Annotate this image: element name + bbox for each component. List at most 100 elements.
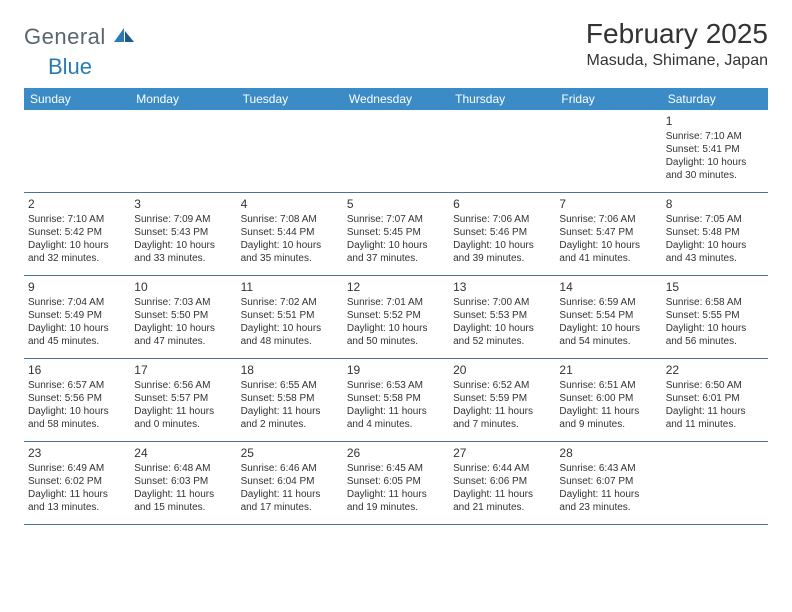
day-number: 16	[28, 363, 126, 377]
day-number: 8	[666, 197, 764, 211]
day-number: 24	[134, 446, 232, 460]
day-header-cell: Friday	[555, 88, 661, 110]
daylight-text: Daylight: 10 hours and 45 minutes.	[28, 322, 126, 348]
sunset-text: Sunset: 5:45 PM	[347, 226, 445, 239]
daylight-text: Daylight: 11 hours and 19 minutes.	[347, 488, 445, 514]
day-cell: 22 Sunrise: 6:50 AMSunset: 6:01 PMDayligh…	[662, 359, 768, 441]
day-header-cell: Sunday	[24, 88, 130, 110]
day-cell: 19Sunrise: 6:53 AMSunset: 5:58 PMDayligh…	[343, 359, 449, 441]
sunset-text: Sunset: 6:00 PM	[559, 392, 657, 405]
daylight-text: Daylight: 10 hours and 56 minutes.	[666, 322, 764, 348]
day-header-cell: Monday	[130, 88, 236, 110]
sunrise-text: Sunrise: 6:46 AM	[241, 462, 339, 475]
sunrise-text: Sunrise: 7:01 AM	[347, 296, 445, 309]
sunrise-text: Sunrise: 6:45 AM	[347, 462, 445, 475]
day-cell	[24, 110, 130, 192]
day-number: 12	[347, 280, 445, 294]
sunrise-text: Sunrise: 6:56 AM	[134, 379, 232, 392]
daylight-text: Daylight: 10 hours and 37 minutes.	[347, 239, 445, 265]
day-cell: 4Sunrise: 7:08 AMSunset: 5:44 PMDaylight…	[237, 193, 343, 275]
sunrise-text: Sunrise: 7:06 AM	[453, 213, 551, 226]
sunrise-text: Sunrise: 7:05 AM	[666, 213, 764, 226]
sunset-text: Sunset: 6:07 PM	[559, 475, 657, 488]
day-number: 18	[241, 363, 339, 377]
day-number: 11	[241, 280, 339, 294]
day-cell: 26Sunrise: 6:45 AMSunset: 6:05 PMDayligh…	[343, 442, 449, 524]
sunset-text: Sunset: 6:06 PM	[453, 475, 551, 488]
sunrise-text: Sunrise: 7:00 AM	[453, 296, 551, 309]
sunrise-text: Sunrise: 6:44 AM	[453, 462, 551, 475]
day-cell: 5Sunrise: 7:07 AMSunset: 5:45 PMDaylight…	[343, 193, 449, 275]
day-number: 7	[559, 197, 657, 211]
logo-word-2: Blue	[48, 54, 92, 80]
day-cell: 14Sunrise: 6:59 AMSunset: 5:54 PMDayligh…	[555, 276, 661, 358]
day-number: 22	[666, 363, 764, 377]
sunrise-text: Sunrise: 7:07 AM	[347, 213, 445, 226]
sail-icon	[112, 26, 136, 49]
sunrise-text: Sunrise: 6:58 AM	[666, 296, 764, 309]
daylight-text: Daylight: 10 hours and 41 minutes.	[559, 239, 657, 265]
day-number: 14	[559, 280, 657, 294]
daylight-text: Daylight: 11 hours and 11 minutes.	[666, 405, 764, 431]
location: Masuda, Shimane, Japan	[586, 52, 768, 70]
day-cell: 2Sunrise: 7:10 AMSunset: 5:42 PMDaylight…	[24, 193, 130, 275]
sunset-text: Sunset: 5:48 PM	[666, 226, 764, 239]
day-cell: 20Sunrise: 6:52 AMSunset: 5:59 PMDayligh…	[449, 359, 555, 441]
day-number: 25	[241, 446, 339, 460]
day-cell: 17Sunrise: 6:56 AMSunset: 5:57 PMDayligh…	[130, 359, 236, 441]
sunset-text: Sunset: 6:04 PM	[241, 475, 339, 488]
month-title: February 2025	[586, 18, 768, 50]
daylight-text: Daylight: 10 hours and 47 minutes.	[134, 322, 232, 348]
logo-word-1: General	[24, 24, 106, 50]
day-cell: 9 Sunrise: 7:04 AMSunset: 5:49 PMDaylight…	[24, 276, 130, 358]
day-cell: 23Sunrise: 6:49 AMSunset: 6:02 PMDayligh…	[24, 442, 130, 524]
day-cell	[555, 110, 661, 192]
day-cell: 7Sunrise: 7:06 AMSunset: 5:47 PMDaylight…	[555, 193, 661, 275]
day-number: 6	[453, 197, 551, 211]
day-number: 9	[28, 280, 126, 294]
day-number: 23	[28, 446, 126, 460]
sunset-text: Sunset: 5:54 PM	[559, 309, 657, 322]
daylight-text: Daylight: 11 hours and 17 minutes.	[241, 488, 339, 514]
day-cell: 11Sunrise: 7:02 AMSunset: 5:51 PMDayligh…	[237, 276, 343, 358]
calendar: SundayMondayTuesdayWednesdayThursdayFrid…	[24, 88, 768, 525]
logo: General	[24, 24, 138, 50]
day-cell: 27Sunrise: 6:44 AMSunset: 6:06 PMDayligh…	[449, 442, 555, 524]
sunrise-text: Sunrise: 7:09 AM	[134, 213, 232, 226]
calendar-page: General February 2025 Masuda, Shimane, J…	[0, 0, 792, 543]
sunrise-text: Sunrise: 6:53 AM	[347, 379, 445, 392]
daylight-text: Daylight: 11 hours and 21 minutes.	[453, 488, 551, 514]
day-header-cell: Saturday	[662, 88, 768, 110]
sunrise-text: Sunrise: 7:02 AM	[241, 296, 339, 309]
sunrise-text: Sunrise: 6:50 AM	[666, 379, 764, 392]
sunrise-text: Sunrise: 6:55 AM	[241, 379, 339, 392]
daylight-text: Daylight: 11 hours and 13 minutes.	[28, 488, 126, 514]
sunset-text: Sunset: 5:57 PM	[134, 392, 232, 405]
day-cell: 1Sunrise: 7:10 AMSunset: 5:41 PMDaylight…	[662, 110, 768, 192]
daylight-text: Daylight: 10 hours and 52 minutes.	[453, 322, 551, 348]
sunset-text: Sunset: 6:05 PM	[347, 475, 445, 488]
day-number: 10	[134, 280, 232, 294]
sunrise-text: Sunrise: 6:59 AM	[559, 296, 657, 309]
sunrise-text: Sunrise: 7:10 AM	[666, 130, 764, 143]
day-number: 3	[134, 197, 232, 211]
sunrise-text: Sunrise: 7:10 AM	[28, 213, 126, 226]
sunset-text: Sunset: 5:50 PM	[134, 309, 232, 322]
sunset-text: Sunset: 6:01 PM	[666, 392, 764, 405]
day-number: 15	[666, 280, 764, 294]
daylight-text: Daylight: 11 hours and 0 minutes.	[134, 405, 232, 431]
day-cell: 10Sunrise: 7:03 AMSunset: 5:50 PMDayligh…	[130, 276, 236, 358]
sunset-text: Sunset: 5:49 PM	[28, 309, 126, 322]
day-number: 4	[241, 197, 339, 211]
sunset-text: Sunset: 5:46 PM	[453, 226, 551, 239]
day-cell	[343, 110, 449, 192]
daylight-text: Daylight: 11 hours and 4 minutes.	[347, 405, 445, 431]
sunset-text: Sunset: 5:56 PM	[28, 392, 126, 405]
sunset-text: Sunset: 5:58 PM	[347, 392, 445, 405]
daylight-text: Daylight: 10 hours and 58 minutes.	[28, 405, 126, 431]
sunset-text: Sunset: 6:03 PM	[134, 475, 232, 488]
day-cell	[237, 110, 343, 192]
day-number: 20	[453, 363, 551, 377]
sunrise-text: Sunrise: 7:04 AM	[28, 296, 126, 309]
week-row: 1Sunrise: 7:10 AMSunset: 5:41 PMDaylight…	[24, 110, 768, 193]
